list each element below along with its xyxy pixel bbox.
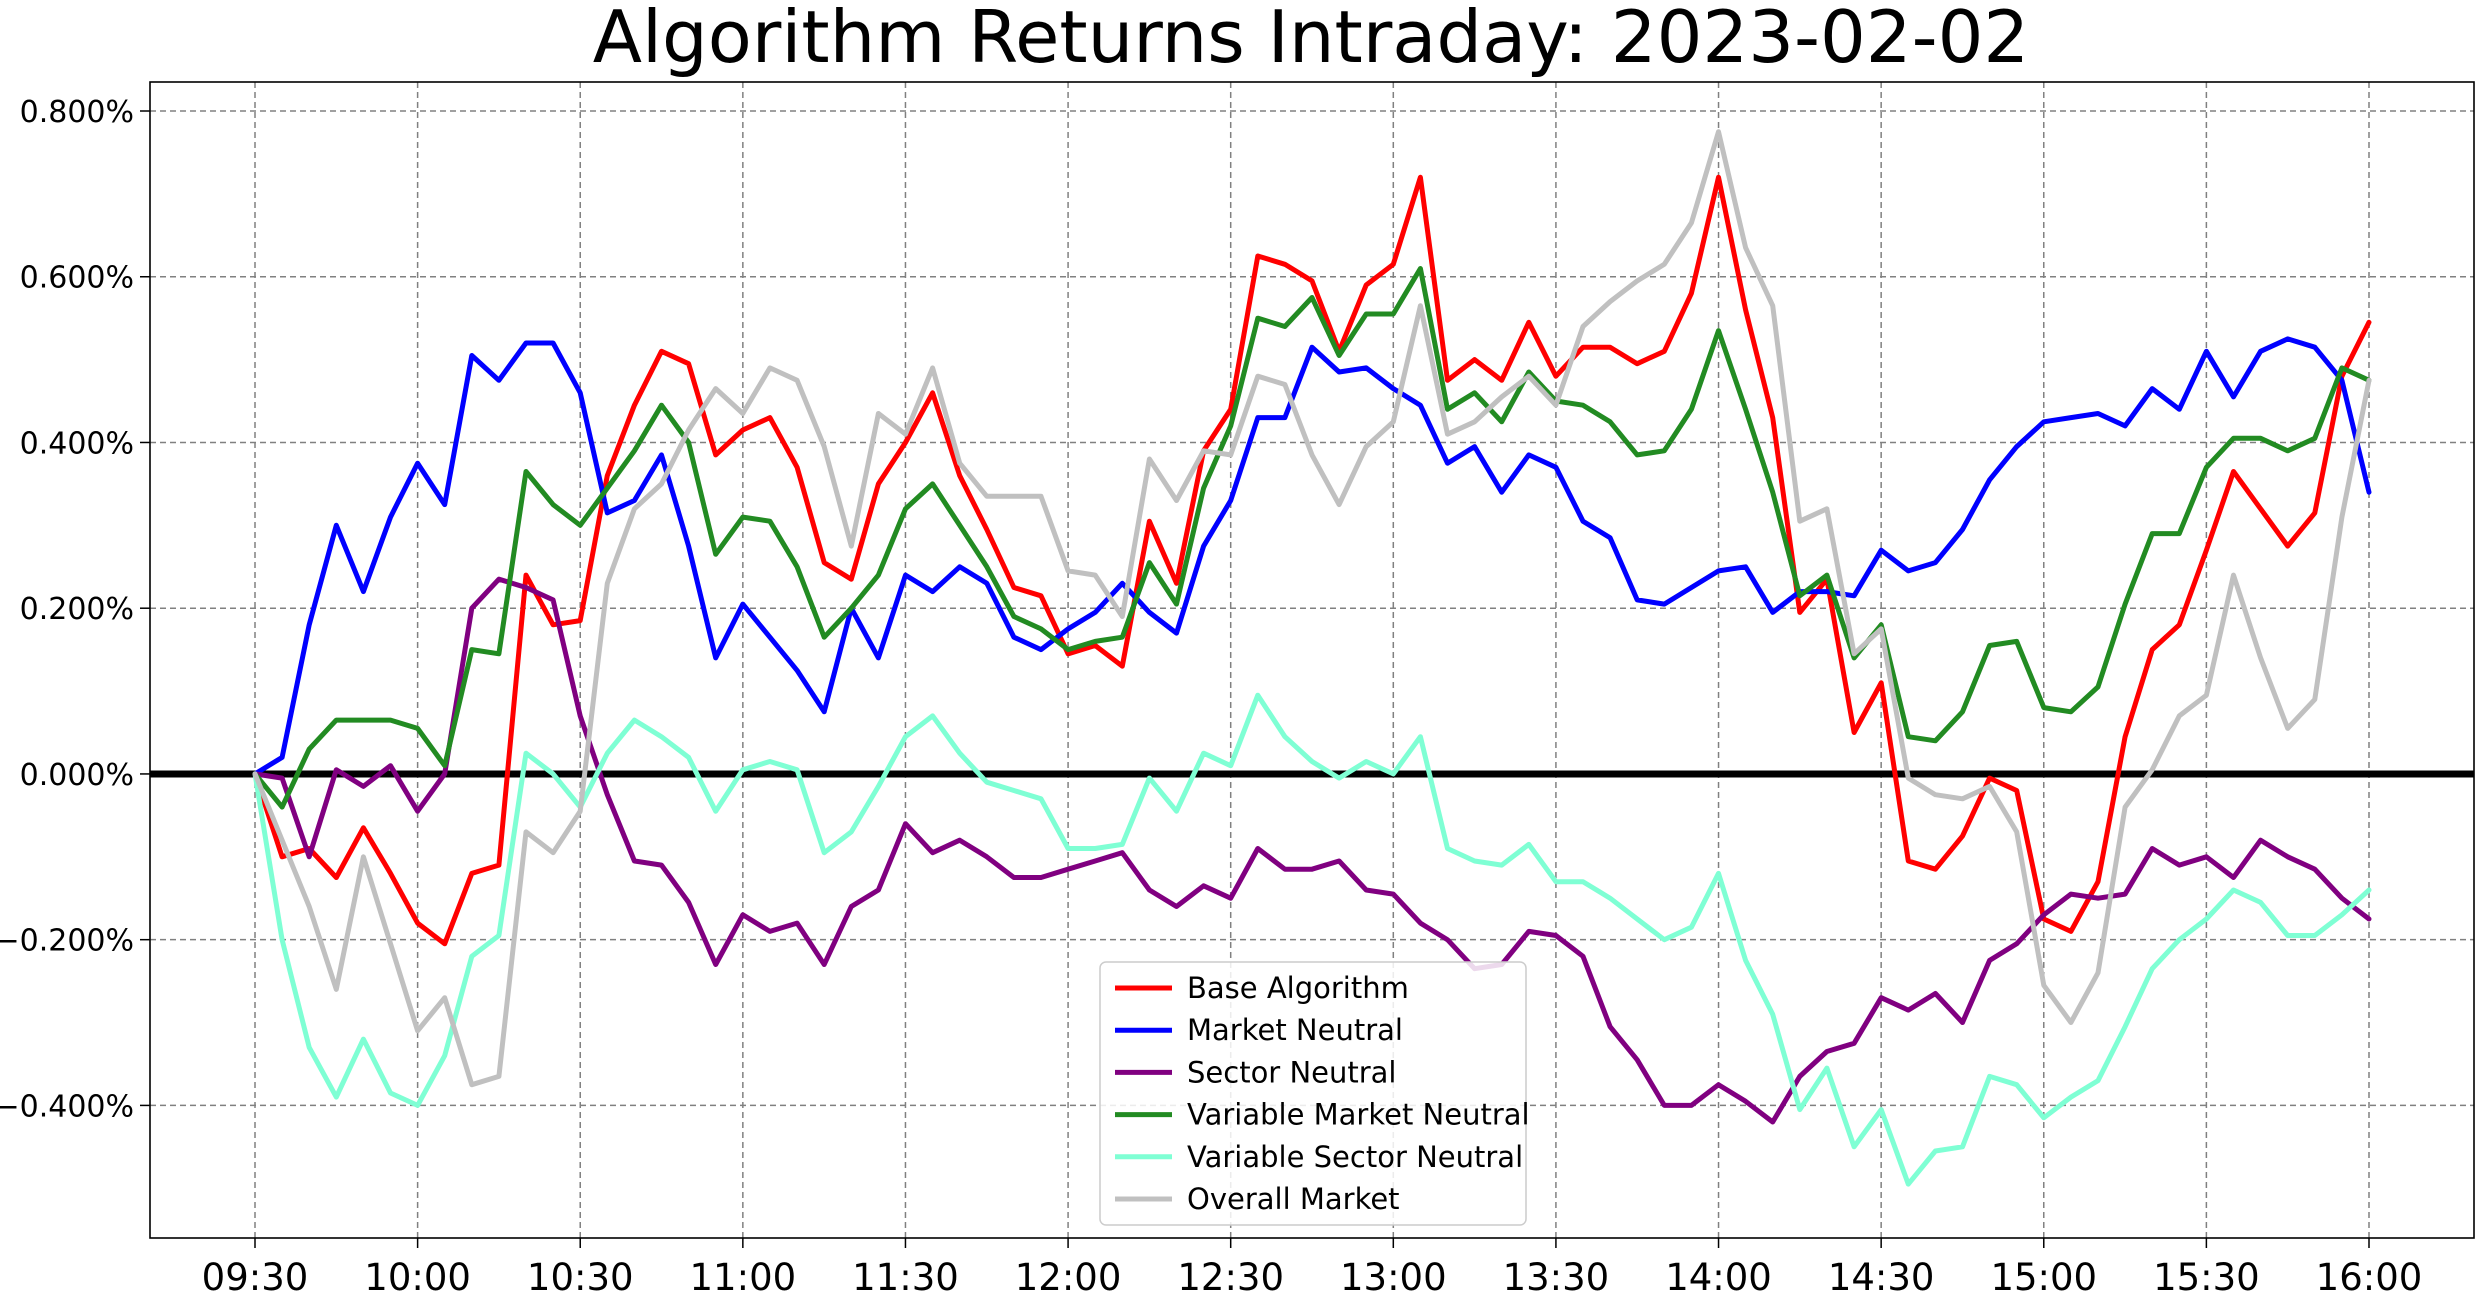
series-line-overall-market [252, 129, 2372, 1088]
x-tick-label: 11:30 [852, 1256, 959, 1292]
x-tick-label: 14:00 [1665, 1256, 1772, 1292]
legend-label-sector-neutral: Sector Neutral [1187, 1055, 1397, 1089]
x-tick-label: 13:30 [1503, 1256, 1610, 1292]
series-line-variable-market-neutral [252, 266, 2372, 810]
y-axis: −0.400% −0.200% 0.000% 0.200% 0.400% 0.600% 0.… [0, 95, 150, 1124]
x-tick-label: 10:00 [364, 1256, 471, 1292]
x-axis: 09:30 10:00 10:30 11:00 11:30 12:00 12:30 13:00… [202, 1238, 2423, 1292]
x-tick-label: 12:00 [1015, 1256, 1122, 1292]
legend-box [1099, 961, 1527, 1226]
legend-label-variable-sector-neutral: Variable Sector Neutral [1187, 1140, 1523, 1174]
series-line-base-algorithm [252, 174, 2372, 947]
plot-frame [149, 81, 2475, 1239]
series-line-variable-sector-neutral [252, 692, 2372, 1187]
chart-title: Algorithm Returns Intraday: 2023-02-02 [593, 0, 2029, 79]
x-tick-label: 13:00 [1340, 1256, 1447, 1292]
x-tick-label: 11:00 [690, 1256, 797, 1292]
x-tick-label: 09:30 [202, 1256, 309, 1292]
y-tick-label: 0.000% [20, 758, 134, 793]
y-tick-label: −0.200% [0, 924, 134, 959]
x-tick-label: 16:00 [2316, 1256, 2423, 1292]
legend-label-market-neutral: Market Neutral [1187, 1013, 1403, 1047]
x-tick-label: 15:30 [2153, 1256, 2260, 1292]
y-tick-label: 0.600% [20, 261, 134, 296]
legend: Base Algorithm Market Neutral Sector Neutr… [1099, 961, 1530, 1226]
y-tick-label: 0.800% [20, 95, 134, 130]
y-tick-label: −0.400% [0, 1089, 134, 1124]
legend-label-variable-market-neutral: Variable Market Neutral [1187, 1098, 1530, 1132]
x-tick-label: 12:30 [1177, 1256, 1284, 1292]
legend-label-base-algorithm: Base Algorithm [1187, 971, 1409, 1005]
y-tick-label: 0.200% [20, 592, 134, 627]
x-tick-label: 15:00 [1990, 1256, 2097, 1292]
y-tick-label: 0.400% [20, 426, 134, 461]
series-line-sector-neutral [252, 576, 2372, 1125]
series-line-market-neutral [252, 336, 2372, 777]
legend-label-overall-market: Overall Market [1187, 1182, 1400, 1216]
series-lines [252, 129, 2372, 1187]
x-tick-label: 14:30 [1828, 1256, 1935, 1292]
x-tick-label: 10:30 [527, 1256, 634, 1292]
